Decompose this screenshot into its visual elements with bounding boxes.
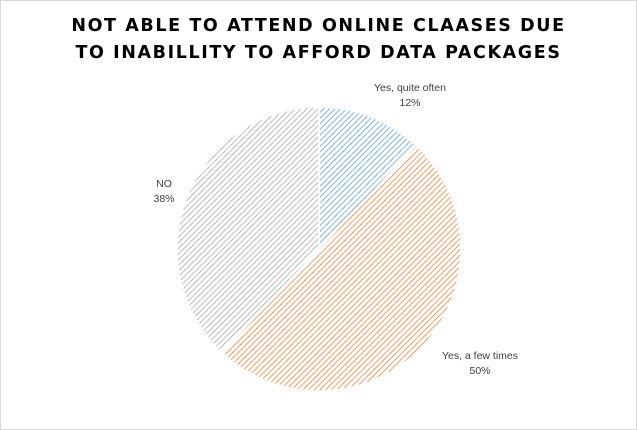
chart-title-line-1: NOT ABLE TO ATTEND ONLINE CLAASES DUE — [71, 16, 566, 36]
pie-slices — [176, 106, 462, 392]
data-label-category: Yes, a few times — [442, 350, 518, 362]
data-label-percent: 50% — [469, 365, 490, 377]
data-label-category: Yes, quite often — [374, 82, 446, 94]
pie-slice-yes-quite-often — [318, 106, 418, 251]
pie-slice-yes-a-few-times — [220, 144, 462, 392]
data-label-category: NO — [156, 178, 172, 190]
chart-title: NOT ABLE TO ATTEND ONLINE CLAASES DUE TO… — [1, 13, 636, 67]
chart-title-line-2: TO INABILLITY TO AFFORD DATA PACKAGES — [75, 43, 562, 63]
pie-slice-no — [176, 106, 320, 354]
pie-data-labels: Yes, quite often 12% Yes, a few times 50% NO… — [153, 82, 518, 377]
data-label-percent: 12% — [399, 97, 420, 109]
data-label-percent: 38% — [153, 193, 174, 205]
